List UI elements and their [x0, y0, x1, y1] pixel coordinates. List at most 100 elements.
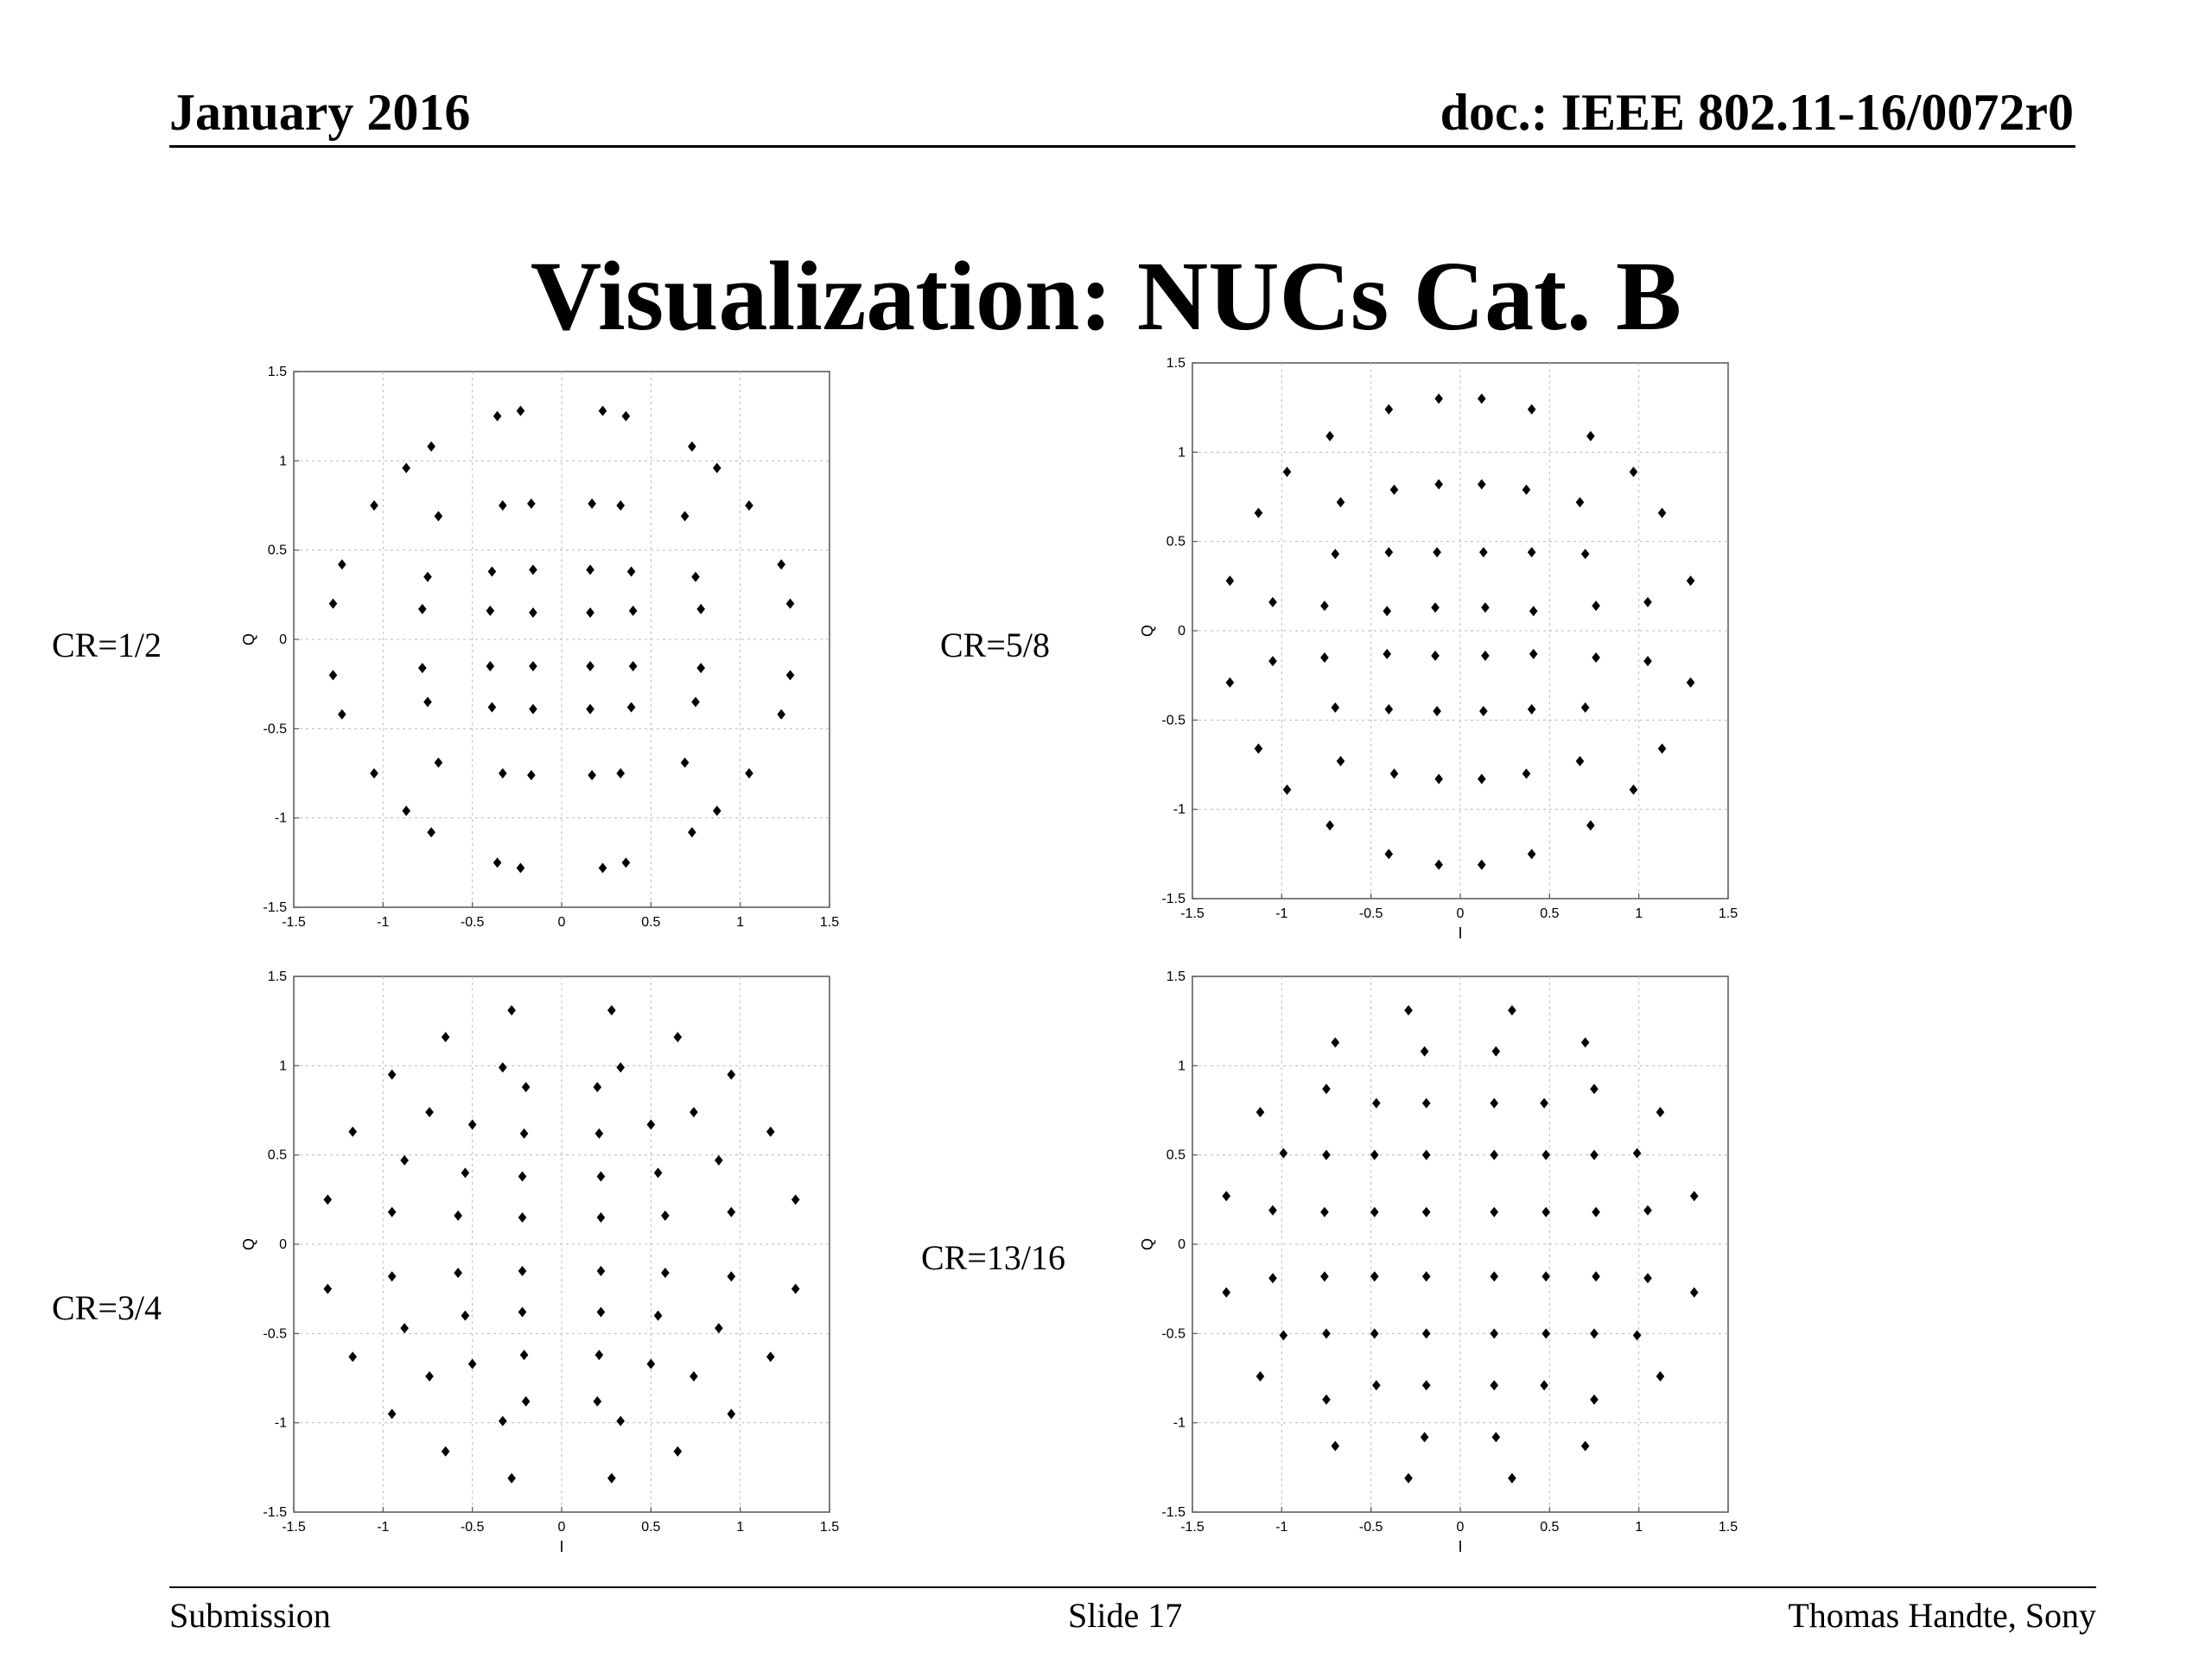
constellation-point	[529, 607, 537, 618]
y-tick-label: -0.5	[1161, 713, 1185, 728]
x-tick-label: -0.5	[1359, 1520, 1383, 1535]
y-tick-label: -1.5	[263, 1505, 287, 1520]
constellation-point	[1590, 1394, 1599, 1405]
constellation-point	[1592, 652, 1600, 663]
constellation-point	[1372, 1380, 1381, 1391]
constellation-point	[493, 857, 502, 868]
constellation-plot-cr-1-2: -1.5 -1 -0.5 0 0.5 1 1.5 -1.5 -1 -0.5 0 0.5 1 1.5 Q	[240, 365, 839, 930]
y-tick-label: 0	[1178, 1237, 1185, 1252]
constellation-point	[715, 1154, 723, 1166]
constellation-point	[1434, 479, 1443, 490]
y-axis-label: Q	[1139, 1238, 1156, 1250]
constellation-point	[598, 405, 607, 416]
constellation-point	[1279, 1147, 1288, 1159]
constellation-point	[1322, 1328, 1331, 1339]
constellation-point	[1255, 1370, 1265, 1382]
constellation-point	[493, 410, 502, 422]
constellation-plot-cr-5-8: -1.5 -1 -0.5 0 0.5 1 1.5 -1.5 -1 -0.5 0 0.5 1 1.5 Q I	[1139, 356, 1738, 942]
constellation-point	[1686, 677, 1695, 688]
constellation-point	[1541, 1271, 1550, 1282]
constellation-point	[690, 1107, 698, 1118]
constellation-point	[1592, 1206, 1600, 1217]
constellation-point	[626, 566, 636, 577]
constellation-point	[1541, 1206, 1550, 1217]
y-axis-label: Q	[240, 1238, 257, 1250]
constellation-point	[338, 709, 346, 720]
constellation-point	[1643, 656, 1652, 667]
constellation-point	[519, 1350, 529, 1361]
constellation-point	[588, 498, 596, 509]
constellation-point	[328, 598, 338, 609]
constellation-point	[1421, 1271, 1431, 1282]
constellation-point	[1222, 1287, 1231, 1298]
constellation-point	[370, 500, 378, 511]
y-tick-label: 1.5	[1166, 969, 1185, 984]
constellation-point	[1268, 1273, 1277, 1284]
constellation-point	[1481, 602, 1490, 613]
constellation-point	[607, 1005, 616, 1016]
constellation-point	[1322, 1084, 1331, 1095]
constellation-point	[1325, 820, 1334, 831]
constellation-point	[680, 757, 690, 768]
constellation-point	[1282, 784, 1292, 795]
x-tick-label: 1.5	[1719, 906, 1738, 921]
constellation-point	[1421, 1149, 1431, 1160]
constellation-point	[454, 1268, 462, 1279]
y-tick-label: -0.5	[1161, 1326, 1185, 1341]
constellation-point	[607, 1472, 616, 1484]
constellation-point	[1254, 743, 1263, 754]
x-tick-label: -0.5	[1359, 906, 1383, 921]
footer-author: Thomas Handte, Sony	[1788, 1596, 2096, 1635]
constellation-plot-cr-13-16: -1.5 -1 -0.5 0 0.5 1 1.5 -1.5 -1 -0.5 0 0.5 1 1.5 Q I	[1139, 969, 1738, 1555]
constellation-point	[1490, 1149, 1499, 1160]
constellation-point	[1268, 1205, 1277, 1216]
constellation-point	[1478, 479, 1486, 490]
x-tick-label: 1	[1635, 906, 1643, 921]
constellation-point	[400, 1323, 409, 1334]
y-tick-label: -0.5	[263, 721, 287, 736]
constellation-point	[434, 511, 443, 522]
constellation-point	[688, 827, 696, 838]
y-tick-label: -1	[275, 1416, 287, 1431]
constellation-point	[527, 770, 536, 781]
constellation-point	[1336, 755, 1345, 766]
constellation-point	[467, 1358, 477, 1370]
constellation-point	[1527, 547, 1536, 558]
constellation-point	[727, 1206, 736, 1217]
constellation-point	[518, 1266, 527, 1276]
constellation-point	[1689, 1287, 1699, 1298]
x-tick-label: -1.5	[282, 915, 306, 930]
x-tick-label: 1	[736, 915, 744, 930]
y-tick-label: -1	[1173, 803, 1185, 817]
constellation-point	[425, 1107, 434, 1118]
constellation-point	[1434, 859, 1443, 870]
constellation-point	[1590, 1328, 1599, 1339]
constellation-point	[402, 805, 410, 817]
constellation-point	[1431, 602, 1440, 613]
constellation-point	[499, 768, 507, 779]
constellation-point	[1421, 1380, 1431, 1391]
constellation-point	[588, 770, 596, 781]
constellation-point	[598, 862, 607, 874]
constellation-point	[1529, 648, 1538, 659]
constellation-point	[616, 500, 625, 511]
constellation-point	[1322, 1394, 1331, 1405]
header-doc-id: doc.: IEEE 802.11-16/0072r0	[1440, 84, 2074, 141]
constellation-point	[766, 1126, 775, 1137]
constellation-point	[1370, 1206, 1379, 1217]
x-tick-label: -1	[377, 1520, 389, 1535]
constellation-point	[1404, 1472, 1413, 1484]
constellation-point	[323, 1194, 333, 1205]
constellation-point	[1254, 507, 1263, 518]
constellation-point	[1592, 601, 1600, 612]
y-tick-label: -1.5	[263, 900, 287, 915]
constellation-point	[1331, 549, 1340, 560]
constellation-point	[1331, 702, 1340, 713]
x-tick-label: 0	[1457, 1520, 1465, 1535]
constellation-point	[1268, 596, 1277, 607]
constellation-point	[596, 1212, 606, 1223]
footer-submission: Submission	[169, 1596, 331, 1635]
constellation-point	[1686, 575, 1695, 587]
constellation-point	[1508, 1472, 1516, 1484]
constellation-point	[1433, 547, 1441, 558]
